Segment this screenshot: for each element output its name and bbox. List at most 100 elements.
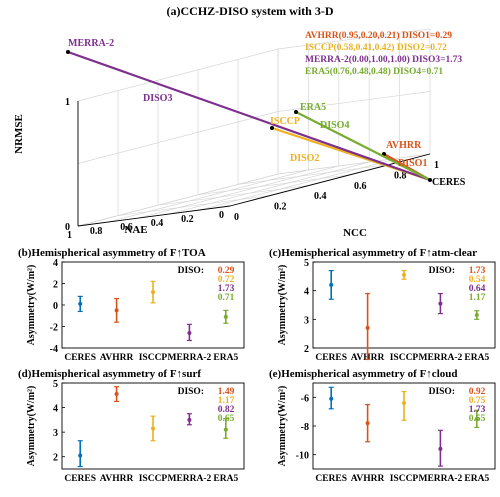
mean-point xyxy=(365,325,370,330)
mean-point xyxy=(151,290,155,295)
y-tick-label: 5 xyxy=(304,258,309,269)
panel-a-title: (a)CCHZ-DISO system with 3-D xyxy=(167,4,334,18)
grid-line xyxy=(237,164,391,185)
panels-b-to-e: (b)Hemispherical asymmetry of F↑TOA -4 -2 0… xyxy=(18,247,496,484)
category-label: MERRA-2 xyxy=(418,353,462,363)
category-label: ERA5 xyxy=(213,353,238,363)
nae-tick-label: 0 xyxy=(219,210,224,221)
category-label: ERA5 xyxy=(213,474,238,484)
nae-tick-label: 0.6 xyxy=(120,222,133,233)
mean-point xyxy=(114,392,119,397)
ncc-tick-label: 0 xyxy=(234,212,239,223)
panel-title: (c)Hemispherical asymmetry of F↑atm-clea… xyxy=(269,247,477,259)
y-tick-label: -8 xyxy=(301,422,309,433)
y-tick-label: -6 xyxy=(301,393,309,404)
y-tick-label: -10 xyxy=(296,451,309,462)
nrmse-tick-label: 0 xyxy=(65,222,70,233)
ncc-tick-label: 0.2 xyxy=(274,202,287,213)
label-merra2: MERRA-2 xyxy=(68,38,114,49)
y-axis-label: Asymmetry(W/m²) xyxy=(26,265,37,346)
label-isccp: ISCCP xyxy=(270,116,300,127)
series-point-merra2 xyxy=(66,50,70,54)
y-tick-label: 2 xyxy=(304,344,309,355)
label-era5: ERA5 xyxy=(300,102,326,113)
grid-line xyxy=(77,153,431,227)
diso-title: DISO: xyxy=(429,387,455,397)
panel-b: (b)Hemispherical asymmetry of F↑TOA -4 -2 0… xyxy=(18,247,245,363)
nrmse-tick-label: 1 xyxy=(65,97,70,108)
panel-title: (d)Hemispherical asymmetry of F↑surf xyxy=(18,368,201,380)
category-label: CERES xyxy=(64,353,96,363)
ncc-tick-label: 0.4 xyxy=(314,191,327,202)
y-axis-label: Asymmetry(W/m²) xyxy=(277,386,288,467)
panel-a-zlabel: NRMSE xyxy=(13,114,25,154)
mean-point xyxy=(223,314,228,319)
legend-era5: ERA5(0.76,0.48,0.48) DISO4=0.71 xyxy=(305,66,443,77)
category-label: ISCCP xyxy=(390,353,419,363)
plot-frame xyxy=(312,261,496,349)
mean-point xyxy=(402,272,406,277)
category-label: MERRA-2 xyxy=(418,474,462,484)
category-label: AVHRR xyxy=(100,474,134,484)
category-label: AVHRR xyxy=(100,353,134,363)
category-label: CERES xyxy=(315,353,347,363)
diso-value-era5: 0.71 xyxy=(218,293,235,303)
diso-label-2: DISO2 xyxy=(290,153,319,164)
diso-value-isccp: 0.75 xyxy=(469,396,486,406)
legend-avhrr: AVHRR(0.95,0.20,0.21) DISO1=0.29 xyxy=(305,30,452,41)
y-tick-label: 4 xyxy=(304,287,309,298)
series-line-merra2 xyxy=(67,50,431,182)
mean-point xyxy=(329,396,334,401)
y-tick-label: 2 xyxy=(53,280,58,291)
diso-value-merra2: 0.82 xyxy=(218,405,235,415)
mean-point xyxy=(402,401,406,406)
panel-e: (e)Hemispherical asymmetry of F↑cloud -6 -… xyxy=(269,368,496,484)
category-label: CERES xyxy=(315,474,347,484)
grid-line xyxy=(157,184,311,206)
nae-tick-label: 1 xyxy=(67,230,72,241)
diso-value-avhrr: 0.29 xyxy=(218,266,235,276)
panel-title: (e)Hemispherical asymmetry of F↑cloud xyxy=(269,368,457,380)
mean-point xyxy=(151,426,155,431)
category-label: ISCCP xyxy=(139,353,168,363)
grid-line xyxy=(108,169,309,223)
diso-value-isccp: 0.72 xyxy=(218,275,235,285)
mean-point xyxy=(187,417,192,422)
mean-point xyxy=(223,427,228,432)
category-label: MERRA-2 xyxy=(167,474,211,484)
diso-value-avhrr: 1.49 xyxy=(218,387,235,397)
nae-tick-label: 0.4 xyxy=(151,218,164,229)
legend-isccp: ISCCP(0.58,0.41,0.42) DISO2=0.72 xyxy=(305,42,447,53)
panel-a-ylabel: NCC xyxy=(343,227,367,239)
nae-axis xyxy=(77,205,231,227)
y-tick-label: 5 xyxy=(53,379,58,390)
diso-value-isccp: 1.17 xyxy=(218,396,235,406)
mean-point xyxy=(438,301,443,306)
mean-point xyxy=(187,330,192,335)
grid-line xyxy=(138,165,339,219)
diso-value-era5: 0.55 xyxy=(469,414,486,424)
diso-value-merra2: 0.64 xyxy=(469,284,486,294)
y-axis-label: Asymmetry(W/m²) xyxy=(26,386,37,467)
mean-point xyxy=(329,282,334,287)
series-point-era5 xyxy=(294,110,298,114)
diso-title: DISO: xyxy=(178,387,204,397)
grid-line xyxy=(117,195,271,216)
mean-point xyxy=(438,446,443,451)
diso-title: DISO: xyxy=(429,266,455,276)
grid-line xyxy=(77,28,431,102)
mean-point xyxy=(474,313,479,318)
category-label: ERA5 xyxy=(464,474,489,484)
mean-point xyxy=(365,421,370,426)
mean-point xyxy=(78,301,83,306)
mean-point xyxy=(474,416,479,421)
panel-a-legend: AVHRR(0.95,0.20,0.21) DISO1=0.29 ISCCP(0… xyxy=(305,30,462,77)
diso-value-era5: 1.17 xyxy=(469,293,486,303)
y-tick-label: 3 xyxy=(53,428,58,439)
nae-tick-label: 0.8 xyxy=(90,226,103,237)
y-axis-label: Asymmetry(W/m²) xyxy=(277,265,288,346)
diso-label-1: DISO1 xyxy=(398,158,427,169)
diso-value-merra2: 1.73 xyxy=(218,284,235,294)
